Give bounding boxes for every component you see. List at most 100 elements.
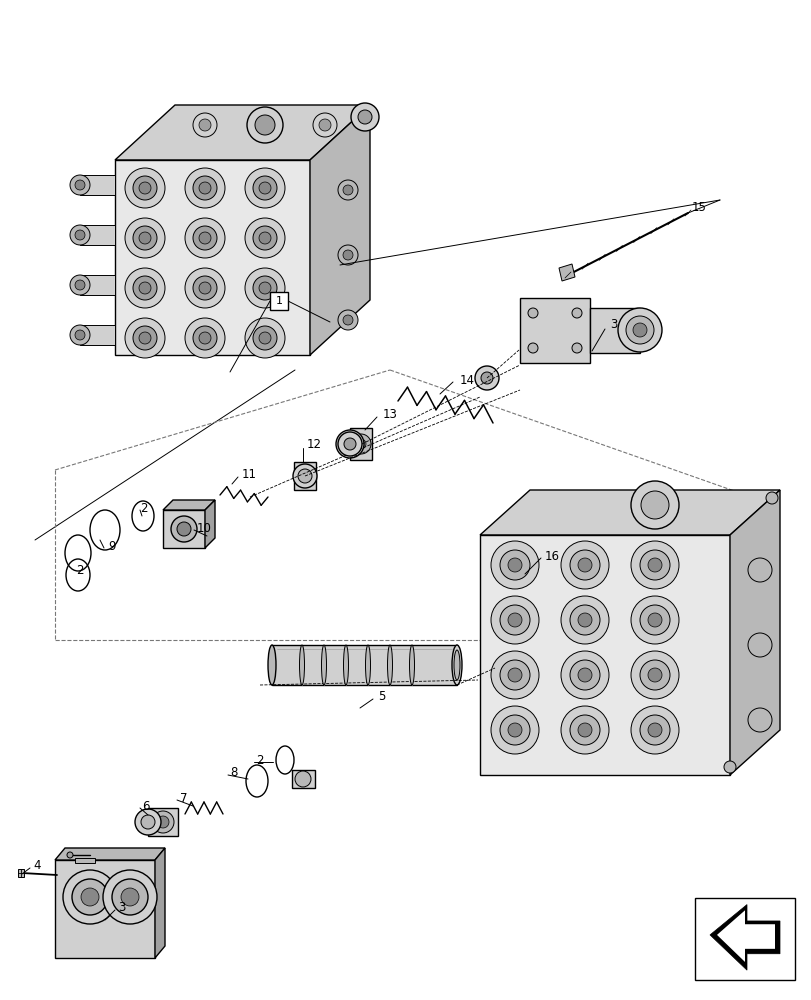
Polygon shape xyxy=(558,264,574,281)
Bar xyxy=(270,292,288,310)
Circle shape xyxy=(139,332,151,344)
Circle shape xyxy=(647,723,661,737)
Text: 13: 13 xyxy=(383,408,397,422)
Polygon shape xyxy=(163,510,204,548)
Circle shape xyxy=(259,282,271,294)
Circle shape xyxy=(765,492,777,504)
Circle shape xyxy=(125,168,165,208)
Circle shape xyxy=(491,541,539,589)
Circle shape xyxy=(640,491,668,519)
Circle shape xyxy=(135,809,161,835)
Circle shape xyxy=(336,430,363,458)
Circle shape xyxy=(350,103,379,131)
Polygon shape xyxy=(716,910,774,962)
Circle shape xyxy=(259,232,271,244)
Circle shape xyxy=(350,434,371,454)
Circle shape xyxy=(630,481,678,529)
Text: 15: 15 xyxy=(691,201,706,214)
Circle shape xyxy=(139,232,151,244)
Polygon shape xyxy=(75,858,95,863)
Circle shape xyxy=(63,870,117,924)
Circle shape xyxy=(70,225,90,245)
Circle shape xyxy=(171,516,197,542)
Circle shape xyxy=(491,651,539,699)
Circle shape xyxy=(569,715,599,745)
Polygon shape xyxy=(350,428,371,460)
Polygon shape xyxy=(55,860,155,958)
Circle shape xyxy=(247,107,283,143)
Circle shape xyxy=(337,432,362,456)
Circle shape xyxy=(647,558,661,572)
Circle shape xyxy=(342,315,353,325)
Circle shape xyxy=(193,276,217,300)
Circle shape xyxy=(312,113,337,137)
Circle shape xyxy=(508,723,521,737)
Circle shape xyxy=(70,275,90,295)
Circle shape xyxy=(500,605,530,635)
Circle shape xyxy=(358,110,371,124)
Circle shape xyxy=(647,613,661,627)
Circle shape xyxy=(630,706,678,754)
Circle shape xyxy=(560,541,608,589)
Text: 1: 1 xyxy=(275,296,282,306)
Circle shape xyxy=(70,325,90,345)
Circle shape xyxy=(75,280,85,290)
Text: 4: 4 xyxy=(33,859,41,872)
Circle shape xyxy=(630,596,678,644)
Circle shape xyxy=(639,660,669,690)
Circle shape xyxy=(185,268,225,308)
Text: 3: 3 xyxy=(118,901,125,914)
Text: 10: 10 xyxy=(197,522,212,534)
Circle shape xyxy=(500,715,530,745)
Circle shape xyxy=(633,323,646,337)
Circle shape xyxy=(577,558,591,572)
Circle shape xyxy=(253,326,277,350)
Circle shape xyxy=(141,815,155,829)
Circle shape xyxy=(639,605,669,635)
Ellipse shape xyxy=(299,645,304,685)
Circle shape xyxy=(337,245,358,265)
Circle shape xyxy=(647,668,661,682)
Circle shape xyxy=(630,651,678,699)
Circle shape xyxy=(125,318,165,358)
Circle shape xyxy=(185,318,225,358)
Circle shape xyxy=(133,326,157,350)
Circle shape xyxy=(527,308,538,318)
Circle shape xyxy=(259,332,271,344)
Polygon shape xyxy=(115,105,370,160)
Text: 3: 3 xyxy=(609,318,616,330)
Circle shape xyxy=(255,115,275,135)
Circle shape xyxy=(491,596,539,644)
Circle shape xyxy=(723,761,735,773)
Circle shape xyxy=(293,464,316,488)
Circle shape xyxy=(81,888,99,906)
Circle shape xyxy=(500,660,530,690)
Circle shape xyxy=(491,706,539,754)
Polygon shape xyxy=(709,905,779,970)
Circle shape xyxy=(560,651,608,699)
Circle shape xyxy=(103,870,157,924)
Polygon shape xyxy=(80,275,115,295)
Circle shape xyxy=(341,436,358,452)
Polygon shape xyxy=(272,645,457,685)
Circle shape xyxy=(569,550,599,580)
Polygon shape xyxy=(18,869,24,877)
Text: 2: 2 xyxy=(255,754,264,766)
Polygon shape xyxy=(55,848,165,860)
Ellipse shape xyxy=(268,645,276,685)
Circle shape xyxy=(617,308,661,352)
Polygon shape xyxy=(80,325,115,345)
Ellipse shape xyxy=(387,645,392,685)
Circle shape xyxy=(125,268,165,308)
Circle shape xyxy=(185,218,225,258)
Circle shape xyxy=(577,668,591,682)
Circle shape xyxy=(193,226,217,250)
Circle shape xyxy=(199,282,211,294)
Text: 14: 14 xyxy=(460,373,474,386)
Polygon shape xyxy=(310,105,370,355)
Text: 11: 11 xyxy=(242,468,257,481)
Circle shape xyxy=(480,372,492,384)
Circle shape xyxy=(571,343,581,353)
Circle shape xyxy=(245,318,285,358)
Polygon shape xyxy=(479,490,779,535)
